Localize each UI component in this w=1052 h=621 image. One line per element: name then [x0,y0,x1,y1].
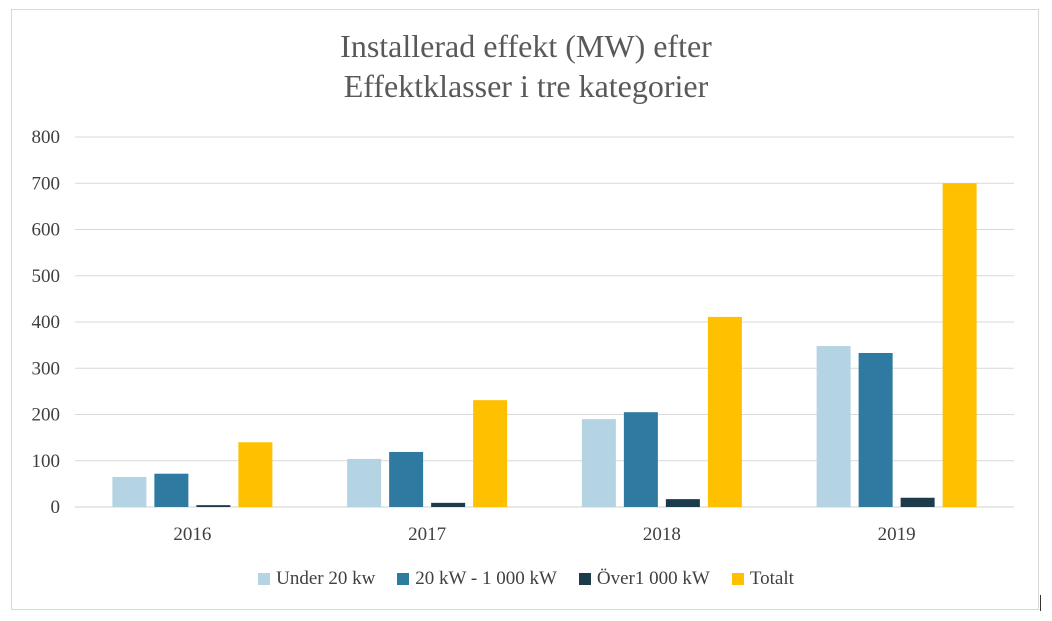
legend-item: 20 kW - 1 000 kW [397,568,557,590]
bar-2018-series-1 [623,412,658,507]
bar-2018-series-2 [665,499,700,507]
y-axis-ticks: 0 100 200 300 400 500 600 700 800 [32,127,61,518]
y-tick-label: 700 [32,173,61,194]
bar-2019-series-2 [900,497,935,507]
chart-title-line-1: Installerad effekt (MW) efter [340,28,712,64]
legend-swatch [397,573,410,585]
bar-2016-series-1 [154,473,189,507]
legend-label: Totalt [749,568,794,589]
legend-swatch [731,573,744,585]
y-tick-label: 500 [32,266,61,287]
legend-label: Under 20 kw [276,568,376,589]
legend-item: Under 20 kw [258,568,375,590]
x-category-label: 2017 [408,524,446,545]
y-tick-label: 100 [32,451,61,472]
bar-2017-series-0 [347,458,382,507]
bar-2019-series-3 [942,183,977,507]
frame-corner-mark [1040,595,1041,611]
chart-title: Installerad effekt (MW) efter Effektklas… [0,26,1052,106]
bar-2017-series-1 [389,451,424,507]
bar-2017-series-3 [473,400,508,507]
y-tick-label: 300 [32,358,61,379]
bars [112,183,977,507]
y-tick-label: 200 [32,405,61,426]
x-category-label: 2016 [173,524,211,545]
chart-frame [11,9,1039,610]
legend-item: Över1 000 kW [578,568,710,590]
y-tick-label: 600 [32,220,61,241]
y-tick-label: 400 [32,312,61,333]
bar-2018-series-0 [581,419,616,507]
legend-label: Över1 000 kW [596,568,710,589]
bar-2016-series-3 [238,442,273,507]
x-category-label: 2019 [878,524,916,545]
bar-2016-series-2 [196,505,231,507]
bar-2017-series-2 [431,502,466,507]
x-axis-labels: 2016 2017 2018 2019 [173,524,915,545]
legend-label: 20 kW - 1 000 kW [415,568,557,589]
bar-2016-series-0 [112,476,147,507]
y-tick-label: 800 [32,127,61,148]
bar-2018-series-3 [707,316,742,507]
chart-title-line-2: Effektklasser i tre kategorier [343,68,709,104]
gridlines [75,136,1014,508]
x-category-label: 2018 [643,524,681,545]
legend-swatch [258,573,271,585]
legend: Under 20 kw 20 kW - 1 000 kW Över1 000 kW T… [0,566,1052,592]
legend-item: Totalt [731,568,794,590]
y-tick-label: 0 [51,497,61,518]
bar-2019-series-1 [858,352,893,507]
legend-swatch [578,573,591,585]
bar-2019-series-0 [816,346,851,507]
